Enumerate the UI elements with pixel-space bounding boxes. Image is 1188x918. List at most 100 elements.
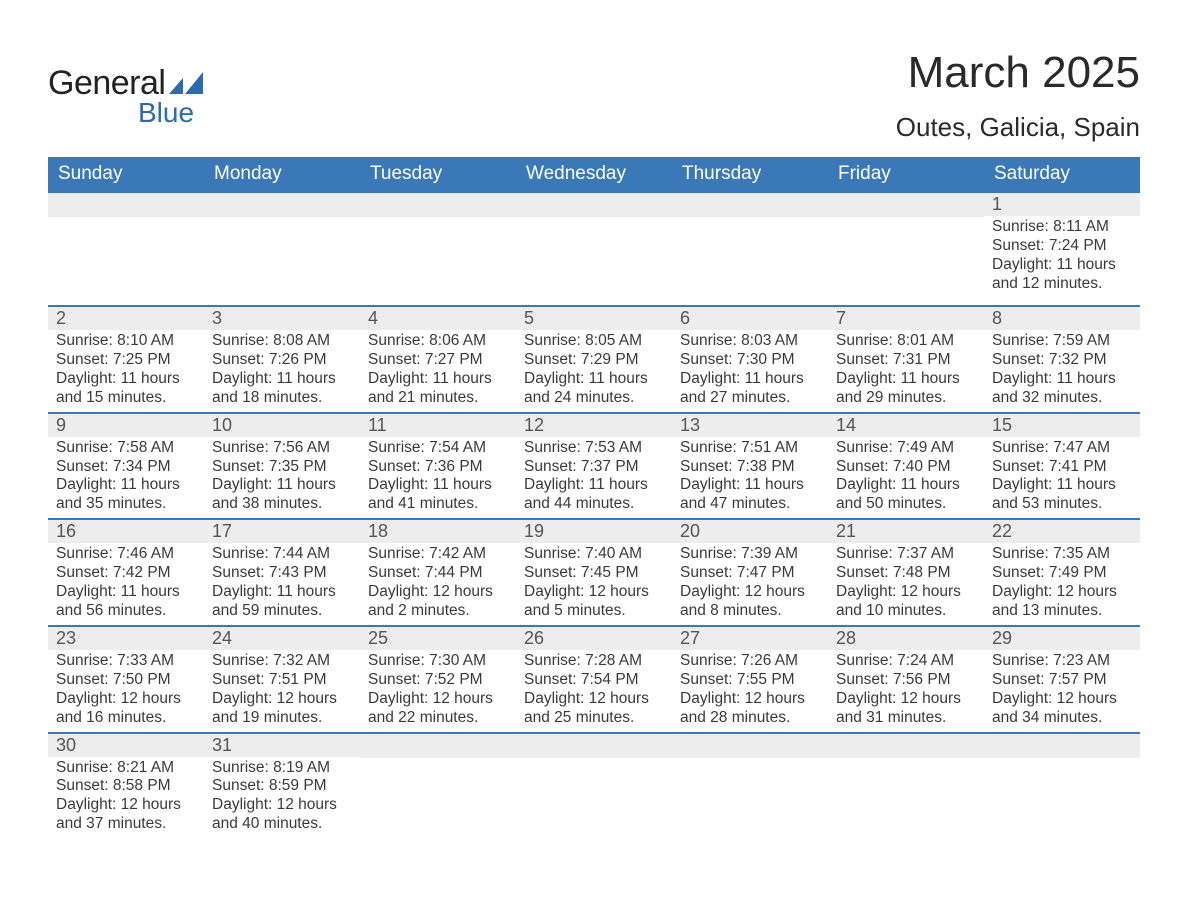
day-info-line: and 8 minutes. bbox=[680, 602, 820, 621]
day-info-line: and 16 minutes. bbox=[56, 709, 196, 728]
day-info: Sunrise: 7:37 AMSunset: 7:48 PMDaylight:… bbox=[828, 543, 984, 625]
day-number: 20 bbox=[672, 520, 828, 543]
day-info: Sunrise: 7:53 AMSunset: 7:37 PMDaylight:… bbox=[516, 437, 672, 519]
day-info-line: Daylight: 11 hours bbox=[524, 370, 664, 389]
day-info: Sunrise: 7:49 AMSunset: 7:40 PMDaylight:… bbox=[828, 437, 984, 519]
day-number: 7 bbox=[828, 307, 984, 330]
day-info-line: Daylight: 12 hours bbox=[836, 690, 976, 709]
day-number: 18 bbox=[360, 520, 516, 543]
day-info-line: Sunset: 7:44 PM bbox=[368, 564, 508, 583]
calendar-cell: 16Sunrise: 7:46 AMSunset: 7:42 PMDayligh… bbox=[48, 520, 204, 625]
dayhead-sun: Sunday bbox=[48, 157, 204, 193]
day-info-line: Sunset: 7:42 PM bbox=[56, 564, 196, 583]
day-info-line: Sunrise: 8:06 AM bbox=[368, 332, 508, 351]
day-info-line: Daylight: 12 hours bbox=[992, 690, 1132, 709]
calendar-cell bbox=[984, 734, 1140, 839]
day-info-line: and 21 minutes. bbox=[368, 389, 508, 408]
calendar-cell bbox=[516, 734, 672, 839]
calendar-cell bbox=[828, 193, 984, 305]
day-number: 15 bbox=[984, 414, 1140, 437]
day-info-line: and 5 minutes. bbox=[524, 602, 664, 621]
day-info-line: Sunset: 7:52 PM bbox=[368, 671, 508, 690]
calendar-cell: 23Sunrise: 7:33 AMSunset: 7:50 PMDayligh… bbox=[48, 627, 204, 732]
day-info-line: Sunrise: 7:49 AM bbox=[836, 439, 976, 458]
brand-line2: Blue bbox=[48, 97, 203, 129]
day-info-line: and 37 minutes. bbox=[56, 815, 196, 834]
day-info-line: and 56 minutes. bbox=[56, 602, 196, 621]
calendar-cell: 8Sunrise: 7:59 AMSunset: 7:32 PMDaylight… bbox=[984, 307, 1140, 412]
day-info-line: Daylight: 11 hours bbox=[680, 476, 820, 495]
day-info-line: Sunrise: 7:46 AM bbox=[56, 545, 196, 564]
day-number: 24 bbox=[204, 627, 360, 650]
calendar-cell: 11Sunrise: 7:54 AMSunset: 7:36 PMDayligh… bbox=[360, 414, 516, 519]
calendar-cell bbox=[360, 734, 516, 839]
calendar-week: 1Sunrise: 8:11 AMSunset: 7:24 PMDaylight… bbox=[48, 193, 1140, 305]
day-number: 17 bbox=[204, 520, 360, 543]
day-info-line: Sunrise: 7:53 AM bbox=[524, 439, 664, 458]
calendar-cell: 6Sunrise: 8:03 AMSunset: 7:30 PMDaylight… bbox=[672, 307, 828, 412]
day-info: Sunrise: 7:54 AMSunset: 7:36 PMDaylight:… bbox=[360, 437, 516, 519]
day-info-line: Sunrise: 7:32 AM bbox=[212, 652, 352, 671]
day-info-line: Daylight: 12 hours bbox=[680, 583, 820, 602]
calendar-cell: 20Sunrise: 7:39 AMSunset: 7:47 PMDayligh… bbox=[672, 520, 828, 625]
day-number: 13 bbox=[672, 414, 828, 437]
day-info-line: and 24 minutes. bbox=[524, 389, 664, 408]
day-info-line: Daylight: 12 hours bbox=[56, 796, 196, 815]
dayhead-tue: Tuesday bbox=[360, 157, 516, 193]
calendar-cell: 24Sunrise: 7:32 AMSunset: 7:51 PMDayligh… bbox=[204, 627, 360, 732]
day-info: Sunrise: 8:19 AMSunset: 8:59 PMDaylight:… bbox=[204, 757, 360, 839]
day-info-line: Sunset: 7:54 PM bbox=[524, 671, 664, 690]
day-number: 19 bbox=[516, 520, 672, 543]
day-info: Sunrise: 7:46 AMSunset: 7:42 PMDaylight:… bbox=[48, 543, 204, 625]
day-info-line: Sunset: 7:30 PM bbox=[680, 351, 820, 370]
day-info-line: Sunset: 7:43 PM bbox=[212, 564, 352, 583]
day-number: 21 bbox=[828, 520, 984, 543]
calendar-cell bbox=[828, 734, 984, 839]
calendar-week: 2Sunrise: 8:10 AMSunset: 7:25 PMDaylight… bbox=[48, 305, 1140, 412]
calendar-cell bbox=[48, 193, 204, 305]
day-info-line: Daylight: 11 hours bbox=[56, 583, 196, 602]
day-info: Sunrise: 7:26 AMSunset: 7:55 PMDaylight:… bbox=[672, 650, 828, 732]
calendar-cell: 27Sunrise: 7:26 AMSunset: 7:55 PMDayligh… bbox=[672, 627, 828, 732]
day-number bbox=[360, 193, 516, 217]
day-info-line: Sunset: 8:59 PM bbox=[212, 777, 352, 796]
calendar-cell: 22Sunrise: 7:35 AMSunset: 7:49 PMDayligh… bbox=[984, 520, 1140, 625]
day-info-line: Sunset: 7:32 PM bbox=[992, 351, 1132, 370]
calendar-cell: 13Sunrise: 7:51 AMSunset: 7:38 PMDayligh… bbox=[672, 414, 828, 519]
day-info: Sunrise: 7:58 AMSunset: 7:34 PMDaylight:… bbox=[48, 437, 204, 519]
day-info-line: Sunrise: 7:39 AM bbox=[680, 545, 820, 564]
day-info-line: Daylight: 12 hours bbox=[992, 583, 1132, 602]
day-number bbox=[48, 193, 204, 217]
calendar-week: 23Sunrise: 7:33 AMSunset: 7:50 PMDayligh… bbox=[48, 625, 1140, 732]
calendar-cell: 18Sunrise: 7:42 AMSunset: 7:44 PMDayligh… bbox=[360, 520, 516, 625]
day-number: 16 bbox=[48, 520, 204, 543]
day-info: Sunrise: 7:33 AMSunset: 7:50 PMDaylight:… bbox=[48, 650, 204, 732]
day-number: 4 bbox=[360, 307, 516, 330]
day-info: Sunrise: 8:10 AMSunset: 7:25 PMDaylight:… bbox=[48, 330, 204, 412]
header: General Blue March 2025 Outes, Galicia, … bbox=[48, 48, 1140, 157]
day-info: Sunrise: 7:56 AMSunset: 7:35 PMDaylight:… bbox=[204, 437, 360, 519]
calendar: Sunday Monday Tuesday Wednesday Thursday… bbox=[48, 157, 1140, 838]
day-info-line: Sunset: 7:35 PM bbox=[212, 458, 352, 477]
day-info-line: and 53 minutes. bbox=[992, 495, 1132, 514]
day-info-line: and 22 minutes. bbox=[368, 709, 508, 728]
day-number: 8 bbox=[984, 307, 1140, 330]
day-number bbox=[204, 193, 360, 217]
day-info-line: and 50 minutes. bbox=[836, 495, 976, 514]
day-info-line: Sunrise: 7:28 AM bbox=[524, 652, 664, 671]
day-number: 30 bbox=[48, 734, 204, 757]
calendar-cell: 21Sunrise: 7:37 AMSunset: 7:48 PMDayligh… bbox=[828, 520, 984, 625]
day-info: Sunrise: 8:11 AMSunset: 7:24 PMDaylight:… bbox=[984, 216, 1140, 298]
calendar-cell bbox=[672, 193, 828, 305]
day-info: Sunrise: 7:44 AMSunset: 7:43 PMDaylight:… bbox=[204, 543, 360, 625]
day-number: 2 bbox=[48, 307, 204, 330]
day-info-line: Daylight: 12 hours bbox=[524, 690, 664, 709]
day-number: 28 bbox=[828, 627, 984, 650]
brand-logo: General Blue bbox=[48, 48, 203, 129]
calendar-cell: 26Sunrise: 7:28 AMSunset: 7:54 PMDayligh… bbox=[516, 627, 672, 732]
day-info: Sunrise: 7:24 AMSunset: 7:56 PMDaylight:… bbox=[828, 650, 984, 732]
day-number: 6 bbox=[672, 307, 828, 330]
day-info-line: Sunrise: 7:54 AM bbox=[368, 439, 508, 458]
day-info-line: Sunrise: 7:58 AM bbox=[56, 439, 196, 458]
day-number bbox=[516, 193, 672, 217]
